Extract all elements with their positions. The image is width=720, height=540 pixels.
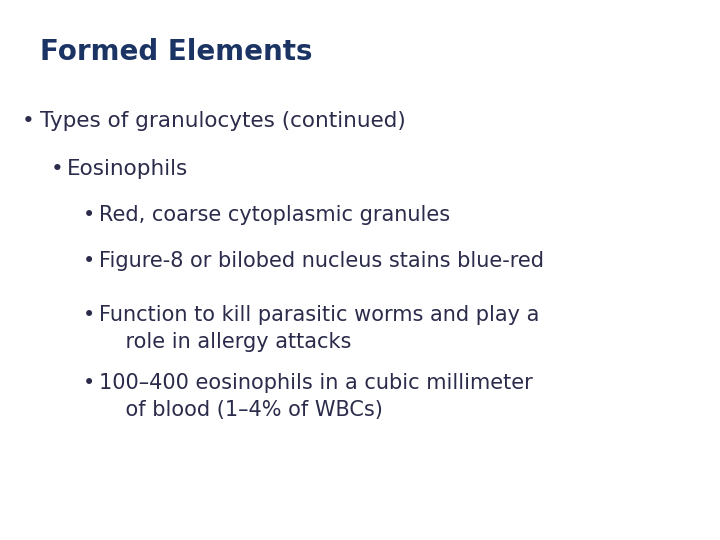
Text: •: • [83, 205, 95, 225]
Text: •: • [83, 305, 95, 325]
Text: Red, coarse cytoplasmic granules: Red, coarse cytoplasmic granules [99, 205, 451, 225]
Text: Figure-8 or bilobed nucleus stains blue-red: Figure-8 or bilobed nucleus stains blue-… [99, 251, 544, 271]
Text: •: • [83, 251, 95, 271]
Text: 100–400 eosinophils in a cubic millimeter
    of blood (1–4% of WBCs): 100–400 eosinophils in a cubic millimete… [99, 373, 533, 420]
Text: Eosinophils: Eosinophils [67, 159, 188, 179]
Text: •: • [22, 111, 35, 131]
Text: •: • [50, 159, 63, 179]
Text: Types of granulocytes (continued): Types of granulocytes (continued) [40, 111, 405, 131]
Text: Formed Elements: Formed Elements [40, 38, 312, 66]
Text: •: • [83, 373, 95, 393]
Text: Function to kill parasitic worms and play a
    role in allergy attacks: Function to kill parasitic worms and pla… [99, 305, 540, 352]
